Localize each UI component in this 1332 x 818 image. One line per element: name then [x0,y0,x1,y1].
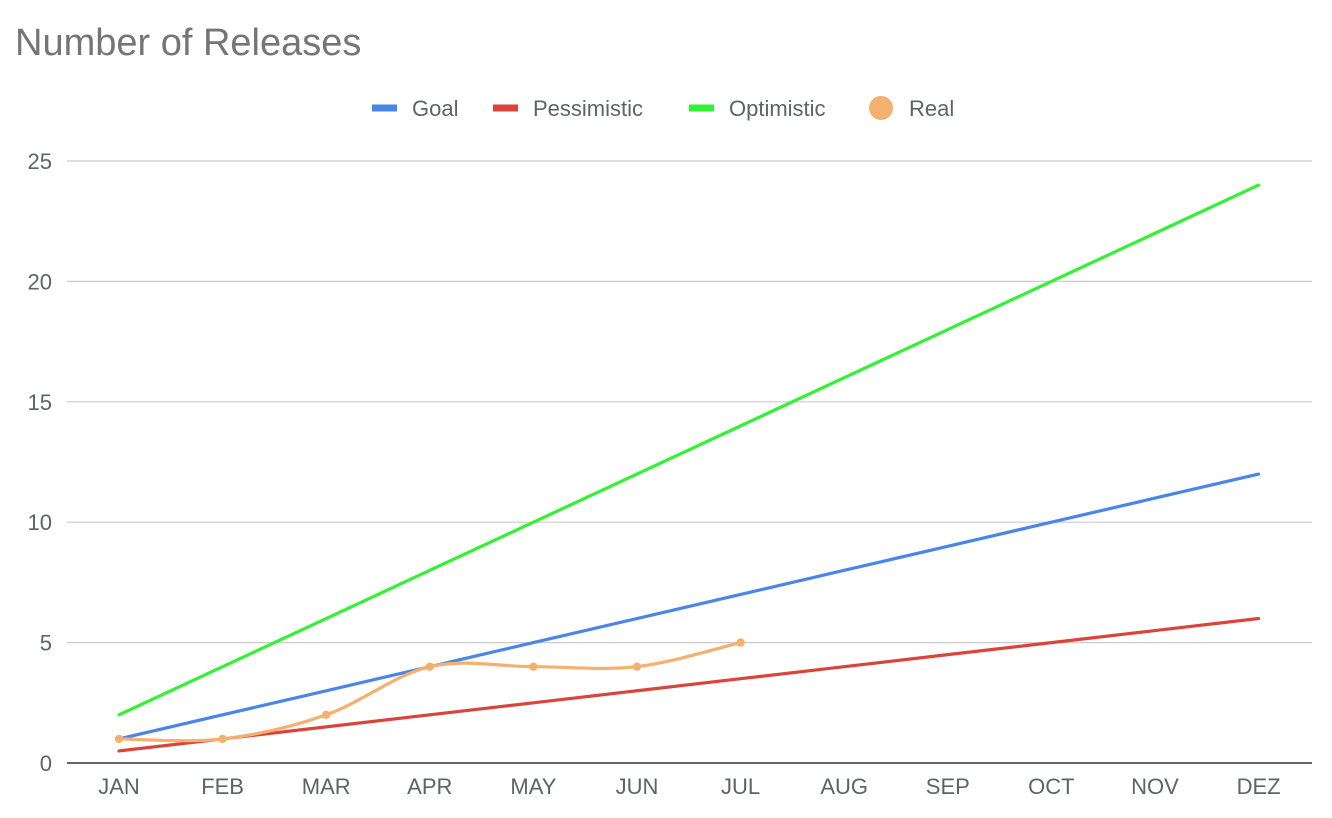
y-tick-label: 20 [28,269,52,294]
y-tick-label: 10 [28,510,52,535]
y-axis-ticks: 0 5 10 15 20 25 [28,149,52,776]
x-tick-label: SEP [926,774,970,799]
legend-label-real: Real [909,96,954,121]
series-line-goal [117,472,1261,741]
x-tick-label: DEZ [1237,774,1281,799]
data-point-real [218,734,227,744]
x-axis-ticks: JAN FEB MAR APR MAY JUN JUL AUG SEP OCT NOV DEZ [98,774,1280,799]
data-point-real [114,734,124,744]
y-tick-label: 15 [28,390,52,415]
chart-title: Number of Releases [15,22,362,64]
data-point-real [529,662,538,671]
data-point-real [322,710,331,720]
y-tick-label: 0 [40,751,52,776]
series-line-pessimistic [117,616,1261,753]
legend-marker-pessimistic [493,104,518,112]
data-point-real [736,638,745,647]
x-tick-label: AUG [820,774,868,799]
series-lines [114,183,1261,753]
series-line-real [117,641,743,743]
gridlines [67,160,1312,764]
legend-marker-optimistic [689,104,714,112]
y-tick-label: 5 [40,631,52,656]
data-point-real [425,662,434,671]
x-tick-label: JUL [721,774,760,799]
x-tick-label: OCT [1028,774,1074,799]
legend-label-pessimistic: Pessimistic [533,96,643,121]
series-line-optimistic [117,183,1261,717]
legend-label-optimistic: Optimistic [729,96,826,121]
x-tick-label: APR [407,774,452,799]
x-tick-label: MAY [510,774,556,799]
legend: Goal Pessimistic Optimistic Real [372,96,954,121]
x-tick-label: MAR [302,774,351,799]
legend-marker-real [869,96,893,120]
x-tick-label: FEB [201,774,244,799]
x-tick-label: NOV [1131,774,1179,799]
legend-label-goal: Goal [412,96,458,121]
legend-marker-goal [372,104,397,112]
x-tick-label: JUN [616,774,659,799]
data-point-real [632,662,642,671]
y-tick-label: 25 [28,149,52,174]
x-tick-label: JAN [98,774,140,799]
